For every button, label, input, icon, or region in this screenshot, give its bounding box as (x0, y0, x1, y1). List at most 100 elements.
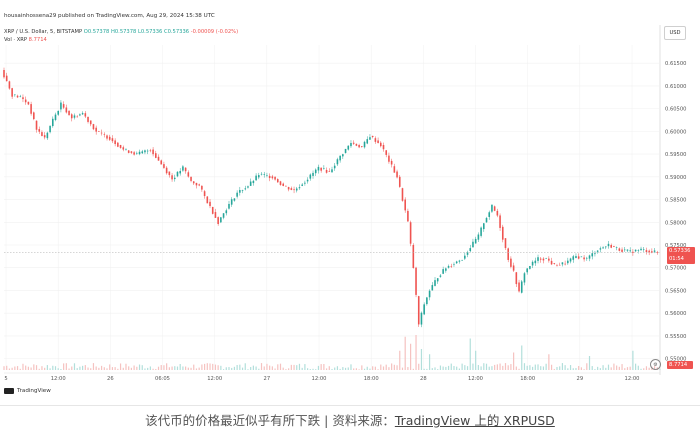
volume-bar (206, 363, 208, 370)
candle-body (537, 257, 539, 261)
candle-body (320, 167, 322, 171)
candle-body (192, 181, 195, 184)
volume-bar (507, 365, 509, 370)
volume-bar (309, 369, 311, 370)
x-tick-label: 12:00 (51, 376, 66, 382)
candle-body (645, 250, 648, 253)
candle-body (404, 199, 406, 211)
volume-bar (73, 363, 76, 370)
volume-bar (30, 367, 32, 370)
candle-body (244, 188, 247, 190)
volume-bar (90, 368, 92, 370)
candle-body (106, 135, 108, 139)
candle-body (222, 213, 225, 218)
volume-bar (640, 368, 642, 370)
volume-bar (597, 366, 599, 370)
candle-body (274, 176, 276, 180)
candle-body (301, 184, 303, 186)
candle-body (57, 110, 60, 115)
volume-bar (575, 368, 577, 370)
volume-bar (488, 366, 490, 370)
y-tick-label: 0.60000 (665, 129, 686, 135)
candle-body (393, 166, 396, 173)
candle-body (79, 114, 81, 116)
volume-bar (515, 366, 517, 370)
volume-bar (35, 365, 38, 370)
candle-body (168, 171, 171, 176)
volume-bar (133, 365, 135, 370)
volume-bar (279, 363, 282, 370)
volume-bar (111, 367, 114, 370)
candle-body (634, 249, 637, 252)
candle-body (469, 248, 472, 252)
candle-body (398, 176, 401, 187)
volume-bar (423, 368, 425, 370)
candle-body (358, 145, 360, 148)
candle-body (483, 223, 485, 230)
candle-body (89, 120, 92, 125)
candle-body (285, 185, 287, 187)
candle-body (3, 70, 5, 78)
candle-body (239, 190, 241, 193)
x-tick-label: 28 (420, 376, 427, 382)
candle-body (572, 256, 575, 260)
candle-body (108, 136, 111, 140)
volume-bar (534, 364, 536, 370)
chart-settings-icon[interactable]: ⚙ (650, 359, 661, 370)
volume-bar (198, 367, 200, 370)
volume-bar (537, 364, 539, 370)
candle-body (651, 251, 653, 253)
volume-bar (391, 363, 393, 370)
volume-bar (103, 367, 105, 370)
candle-body (458, 260, 461, 262)
candle-body (60, 102, 62, 110)
volume-bar (399, 350, 401, 370)
volume-bar (298, 363, 301, 370)
volume-bar (635, 363, 637, 370)
candle-body (163, 164, 165, 168)
y-tick-label: 0.59000 (665, 175, 686, 181)
volume-bar (222, 369, 225, 370)
candle-body (596, 250, 599, 252)
volume-bar (274, 368, 276, 370)
volume-bar (437, 369, 439, 370)
candle-body (594, 253, 596, 255)
volume-bar (442, 366, 444, 370)
volume-bar (344, 367, 347, 370)
candle-body (515, 272, 518, 285)
symbol-name[interactable]: XRP / U.S. Dollar, 5, BITSTAMP (4, 29, 83, 35)
open-value: O0.57378 (83, 29, 110, 35)
volume-bar (439, 365, 442, 370)
candle-body (602, 247, 604, 249)
volume-bar (540, 366, 542, 370)
volume-bar (564, 365, 566, 370)
volume-bar (27, 366, 29, 370)
volume-bar (22, 363, 24, 370)
candle-body (352, 142, 355, 144)
volume-value: 8.7714 (28, 37, 47, 43)
y-tick-label: 0.61000 (665, 84, 686, 90)
caption-source-link[interactable]: TradingView 上的 XRPUSD (394, 413, 555, 428)
volume-bar (629, 366, 631, 370)
candle-body (241, 190, 244, 192)
candle-body (160, 160, 163, 165)
candle-body (477, 234, 480, 240)
candle-body (450, 266, 453, 267)
candle-body (436, 278, 439, 282)
volume-bar (136, 366, 138, 370)
price-chart[interactable]: 0.61500 0.61000 0.60500 0.60000 0.59500 0.590… (0, 0, 700, 405)
x-tick-label: 12:00 (312, 376, 327, 382)
candle-body (233, 198, 236, 201)
candle-body (426, 297, 428, 305)
volume-bar (301, 367, 303, 370)
x-tick-label: 5 (4, 376, 7, 382)
currency-button[interactable]: USD (664, 26, 686, 40)
candle-body (173, 177, 176, 180)
candle-body (493, 206, 496, 211)
candle-body (512, 265, 515, 271)
candle-body (306, 179, 309, 182)
volume-bar (92, 363, 95, 370)
chart-frame[interactable]: housainhossena29 published on TradingVie… (0, 0, 700, 406)
volume-bar (410, 343, 412, 370)
candle-body (230, 199, 233, 205)
